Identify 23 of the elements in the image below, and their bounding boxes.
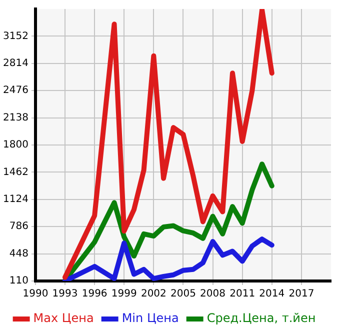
y-tick-label: 1124 [2,194,28,205]
x-tick-label: 2017 [288,288,314,300]
x-tick-label: 2014 [259,288,285,300]
x-tick-label: 1999 [111,288,137,300]
x-tick-label: 2008 [200,288,226,300]
legend-label: Min Цена [122,311,179,326]
x-tick-label: 1996 [82,288,108,300]
y-tick-label: 2814 [2,58,28,69]
y-tick-label: 110 [9,276,28,287]
x-tick-label: 2011 [230,288,256,300]
y-tick-label: 2138 [2,112,28,124]
y-tick-label: 1800 [2,140,28,151]
legend-label: Max Цена [33,311,94,326]
y-tick-label: 786 [9,221,28,232]
y-tick-label: 2476 [2,85,28,96]
y-tick-label: 1462 [2,166,28,178]
y-tick-label: 448 [9,248,28,260]
x-tick-label: 2005 [170,288,196,300]
x-tick-label: 2002 [140,288,166,300]
y-tick-label: 3152 [2,30,28,42]
x-tick-label: 1993 [52,288,78,300]
x-tick-label: 1990 [22,288,48,300]
legend-label: Сред.Цена, т.йен [206,311,316,326]
